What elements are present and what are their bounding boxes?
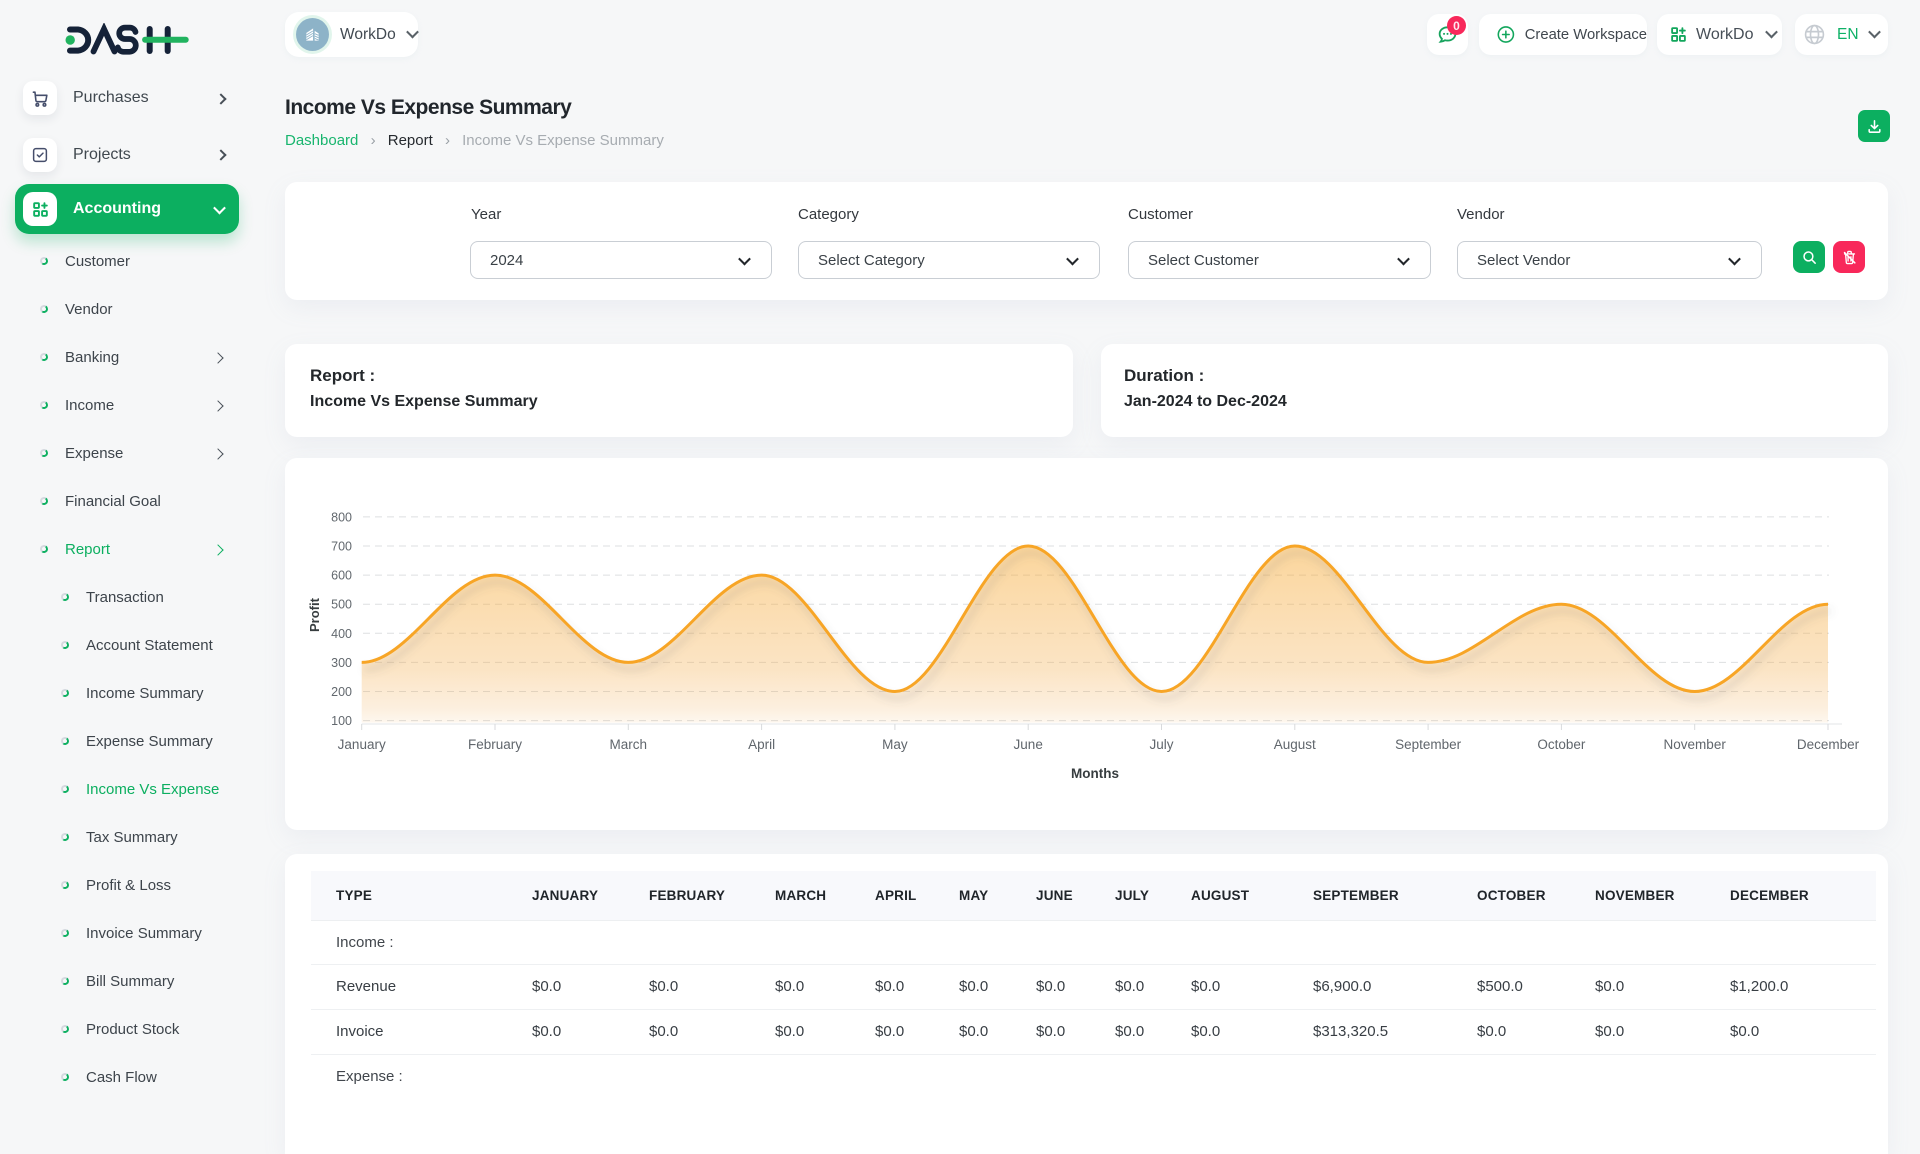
svg-text:300: 300: [331, 656, 352, 670]
svg-text:Profit: Profit: [307, 597, 322, 632]
svg-text:100: 100: [331, 714, 352, 728]
svg-text:September: September: [1395, 737, 1462, 752]
svg-text:April: April: [748, 737, 775, 752]
svg-text:August: August: [1274, 737, 1316, 752]
svg-text:700: 700: [331, 540, 352, 554]
svg-text:July: July: [1149, 737, 1173, 752]
svg-text:May: May: [882, 737, 908, 752]
svg-text:500: 500: [331, 598, 352, 612]
svg-text:March: March: [610, 737, 648, 752]
svg-text:Months: Months: [1071, 766, 1119, 781]
svg-text:600: 600: [331, 569, 352, 583]
svg-text:February: February: [468, 737, 522, 752]
svg-text:November: November: [1664, 737, 1727, 752]
svg-text:400: 400: [331, 627, 352, 641]
svg-text:January: January: [338, 737, 386, 752]
svg-text:December: December: [1797, 737, 1860, 752]
svg-text:200: 200: [331, 685, 352, 699]
svg-text:June: June: [1014, 737, 1043, 752]
svg-text:800: 800: [331, 510, 352, 524]
svg-text:October: October: [1537, 737, 1586, 752]
